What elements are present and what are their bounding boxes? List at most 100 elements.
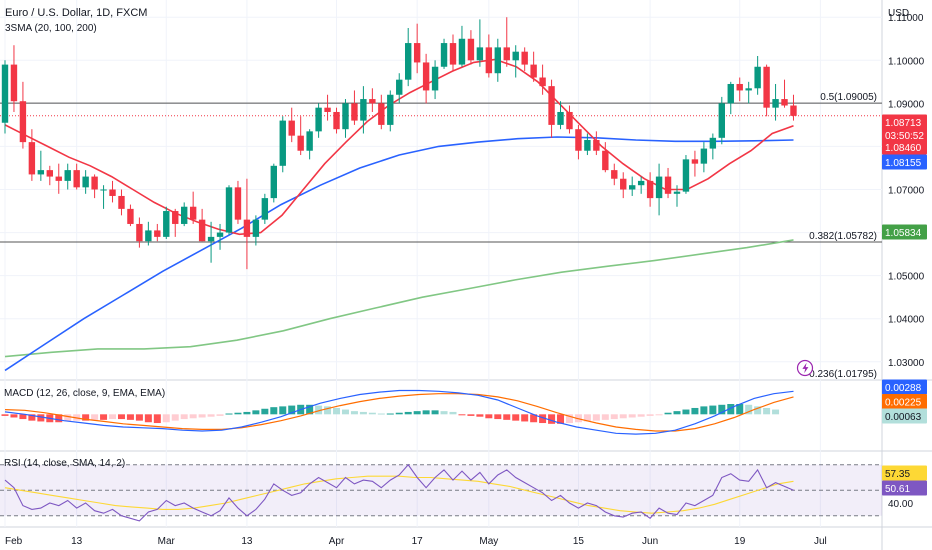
candle: [28, 129, 36, 181]
macd-histogram-bar: [207, 414, 215, 417]
sma100-series: [4, 136, 794, 372]
candle: [10, 45, 18, 112]
lightning-icon[interactable]: [796, 359, 814, 377]
candle: [745, 81, 752, 104]
macd-histogram-bar: [189, 414, 197, 419]
macd-title[interactable]: MACD (12, 26, close, 9, EMA, EMA): [4, 388, 165, 399]
x-tick-label: 13: [71, 536, 83, 547]
candle: [351, 90, 358, 125]
macd-histogram-bar: [628, 414, 636, 418]
y-tick-label: 1.09000: [888, 99, 925, 110]
price-tag: 0.00225: [882, 394, 927, 409]
sma100-line: [4, 136, 794, 372]
macd-histogram-bar: [422, 410, 430, 415]
candle: [189, 191, 197, 224]
macd-histogram-bar: [718, 404, 726, 415]
macd-histogram-bar: [565, 414, 573, 424]
candle: [55, 163, 62, 194]
candles: [1, 17, 797, 270]
macd-histogram-bar: [171, 414, 179, 421]
macd-histogram-bar: [431, 410, 439, 415]
macd-signal-line: [4, 393, 794, 432]
macd-histogram-bar: [19, 414, 27, 420]
candle: [593, 131, 600, 156]
macd-histogram-bar: [467, 414, 475, 416]
macd-histogram-bar: [610, 414, 618, 420]
macd-histogram-bar: [315, 405, 323, 415]
x-tick-label: Jul: [814, 536, 827, 547]
candle: [64, 163, 71, 190]
x-tick-label: 17: [412, 536, 424, 547]
currency-label[interactable]: USD: [888, 8, 909, 19]
macd-histogram-bar: [476, 414, 484, 417]
candle: [763, 64, 770, 117]
candle: [772, 83, 779, 121]
macd-histogram-bar: [413, 411, 421, 415]
x-tick-label: 19: [734, 536, 746, 547]
rsi-pane: RSI (14, close, SMA, 14, 2): [0, 458, 882, 522]
price-tag: 1.05834: [882, 224, 927, 240]
candle: [19, 81, 27, 149]
macd-histogram-bar: [28, 414, 36, 421]
svg-text:1.08155: 1.08155: [885, 158, 922, 169]
candle: [145, 221, 152, 246]
candle: [306, 129, 313, 160]
candle: [413, 23, 421, 74]
candle: [673, 185, 681, 207]
y-tick-label: 1.10000: [888, 56, 925, 67]
candle: [629, 176, 636, 196]
macd-histogram-bar: [109, 414, 117, 420]
macd-histogram-bar: [583, 414, 591, 422]
candle: [163, 206, 170, 240]
y-tick-label: 1.05000: [888, 272, 925, 283]
macd-histogram-bar: [216, 414, 224, 416]
indicator-label[interactable]: 3SMA (20, 100, 200): [5, 23, 97, 34]
macd-histogram-bar: [117, 414, 125, 420]
macd-histogram-bar: [691, 407, 699, 415]
rsi-title[interactable]: RSI (14, close, SMA, 14, 2): [4, 458, 125, 469]
candle: [324, 94, 331, 121]
price-tag: 0.00288: [882, 379, 927, 395]
chart-title[interactable]: Euro / U.S. Dollar, 1D, FXCM: [5, 7, 147, 19]
svg-text:50.61: 50.61: [885, 484, 910, 495]
candle: [378, 94, 385, 130]
candle: [440, 38, 448, 69]
price-tag: 1.08155: [882, 154, 927, 170]
candle: [691, 150, 699, 177]
candle: [198, 208, 206, 242]
candle: [781, 79, 788, 108]
sma200-series: [4, 239, 794, 358]
fib-level-label: 0.5(1.09005): [820, 92, 877, 103]
candle: [405, 27, 412, 87]
macd-histogram-bar: [745, 404, 753, 415]
macd-histogram-bar: [279, 406, 287, 415]
x-tick-label: 13: [241, 536, 253, 547]
candle: [584, 133, 591, 156]
candle: [512, 45, 519, 78]
macd-line: [4, 389, 794, 435]
candle: [602, 142, 609, 173]
macd-histogram-bar: [458, 414, 466, 416]
candle: [315, 103, 322, 138]
macd-histogram-bar: [682, 409, 690, 415]
macd-histogram-bar: [10, 414, 18, 418]
candle: [682, 155, 690, 194]
x-tick-label: May: [479, 536, 498, 547]
macd-histogram-bar: [100, 414, 108, 420]
macd-histogram-bar: [664, 412, 672, 415]
candle: [297, 116, 304, 156]
candle: [360, 86, 367, 134]
macd-histogram-bar: [539, 414, 547, 424]
level-lines: 0.5(1.09005) 0.382(1.05782) 0.236(1.01795): [0, 92, 882, 380]
price-tag: 0.00063: [882, 408, 927, 424]
candle: [736, 77, 743, 102]
macd-histogram-bar: [521, 414, 529, 422]
candle: [243, 178, 251, 270]
macd-histogram-bar: [727, 404, 735, 415]
macd-histogram-bar: [494, 414, 502, 420]
candle: [288, 107, 295, 143]
candle: [503, 17, 510, 67]
price-tags: 1.08713 03:50:521.08460 1.08155 1.05834 0.00…: [882, 114, 927, 496]
macd-histogram-bar: [306, 404, 314, 415]
